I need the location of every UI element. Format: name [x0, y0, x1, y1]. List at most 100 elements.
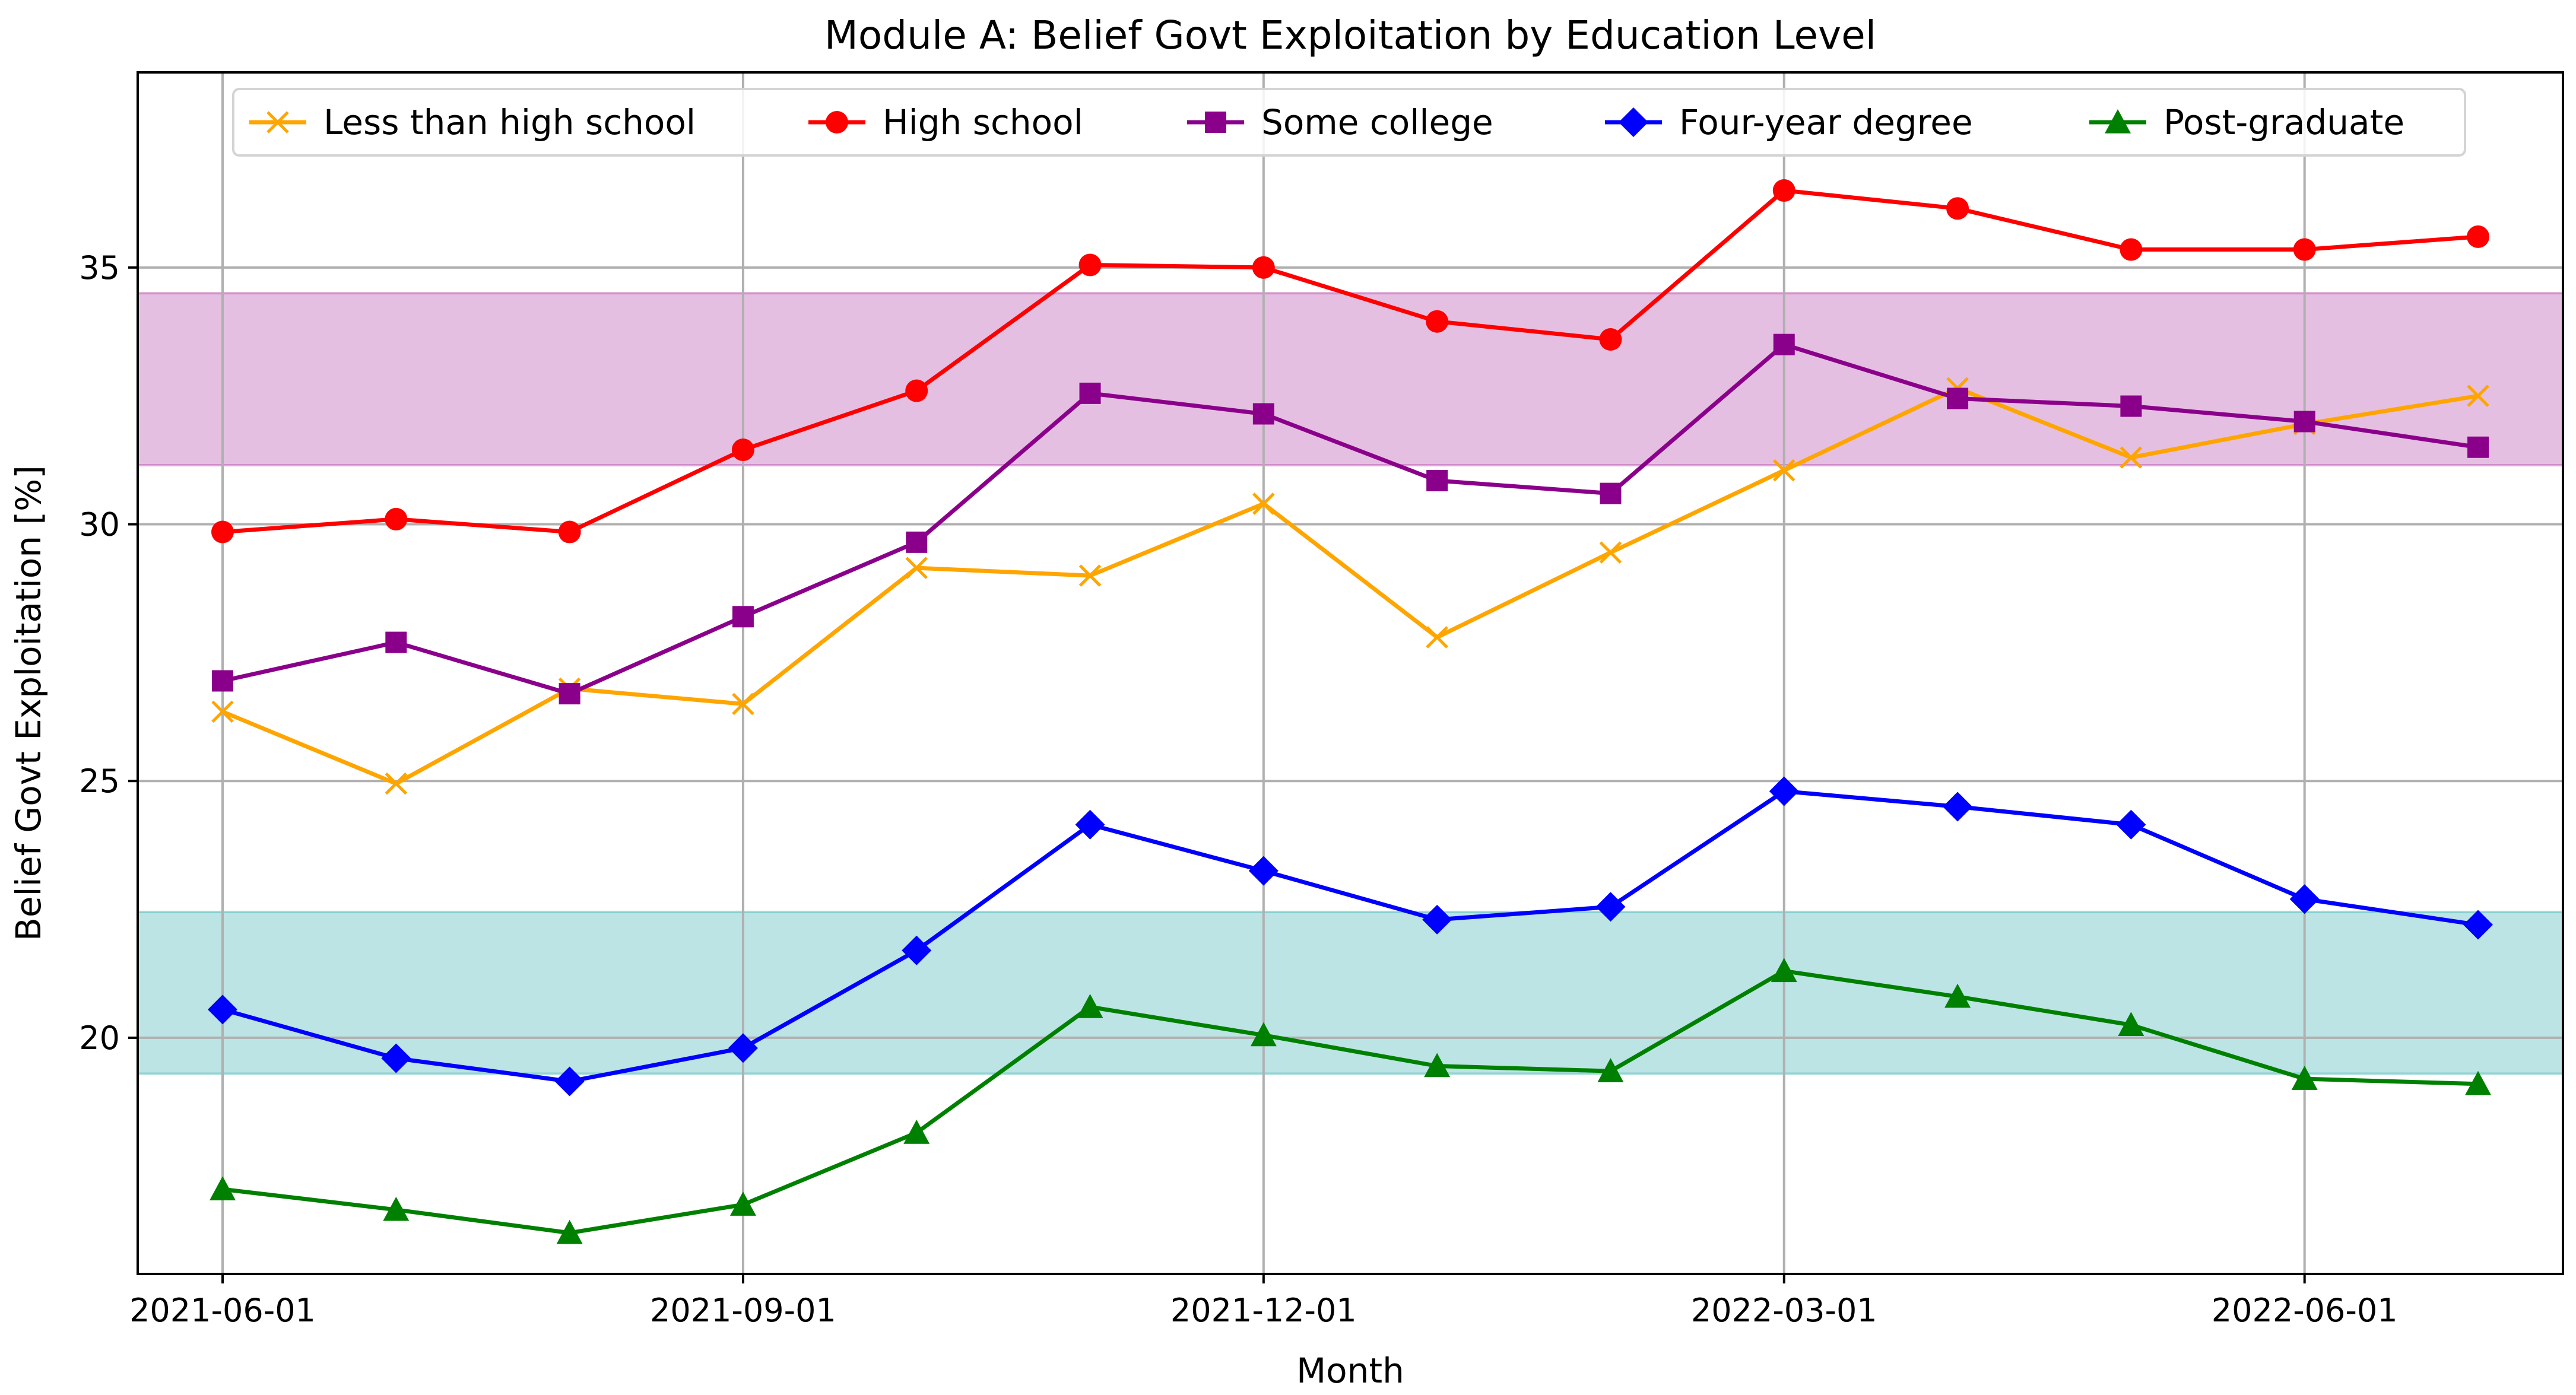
- legend: Less than high school High school Some col…: [232, 88, 2466, 157]
- data-point-four-year-degree: [1422, 904, 1452, 935]
- legend-entry-high-school: High school: [808, 102, 1083, 142]
- y-tick-label: 30: [79, 506, 120, 544]
- legend-box: [232, 88, 2466, 157]
- chart-title: Module A: Belief Govt Exploitation by Ed…: [824, 12, 1876, 58]
- data-point-high-school: [2120, 238, 2143, 261]
- legend-marker: [2105, 109, 2131, 134]
- y-axis-label: Belief Govt Exploitation [%]: [8, 465, 49, 941]
- data-point-four-year-degree: [902, 935, 932, 965]
- data-point-less-than-high-school: [211, 700, 234, 723]
- data-point-post-graduate: [1771, 958, 1797, 983]
- data-point-some-college: [559, 683, 580, 705]
- legend-label: Post-graduate: [2163, 102, 2404, 142]
- data-point-some-college: [2120, 395, 2142, 417]
- data-point-four-year-degree: [1075, 809, 1105, 840]
- data-point-less-than-high-school: [905, 557, 928, 579]
- data-point-some-college: [1426, 469, 1448, 491]
- series-line-some-college: [222, 342, 2479, 696]
- data-point-four-year-degree: [1769, 776, 1799, 806]
- data-point-some-college: [2467, 436, 2489, 458]
- data-point-high-school: [1426, 310, 1449, 333]
- series-post-graduate: [210, 958, 2491, 1244]
- data-point-some-college: [2293, 411, 2315, 433]
- x-axis-label: Month: [1296, 1350, 1404, 1391]
- data-point-post-graduate: [2291, 1066, 2318, 1090]
- data-point-less-than-high-school: [1773, 459, 1795, 482]
- data-point-post-graduate: [729, 1191, 756, 1216]
- x-tick-label: 2021-09-01: [650, 1292, 836, 1329]
- legend-label: Less than high school: [323, 102, 696, 142]
- data-point-high-school: [905, 379, 928, 402]
- x-tick-label: 2021-12-01: [1170, 1292, 1357, 1329]
- data-point-post-graduate: [556, 1219, 583, 1244]
- x-tick-label: 2022-06-01: [2212, 1292, 2398, 1329]
- data-point-less-than-high-school: [1252, 492, 1275, 515]
- data-point-less-than-high-school: [1599, 541, 1622, 564]
- data-point-high-school: [1252, 256, 1275, 279]
- upper-band: [138, 293, 2563, 466]
- data-point-less-than-high-school: [1078, 564, 1102, 587]
- legend-marker: [1619, 107, 1648, 137]
- data-point-post-graduate: [210, 1176, 236, 1200]
- data-point-high-school: [385, 507, 408, 530]
- data-point-some-college: [1947, 387, 1969, 409]
- data-point-some-college: [1079, 382, 1101, 404]
- data-point-some-college: [385, 631, 407, 653]
- data-point-some-college: [906, 531, 928, 553]
- plot-frame: [137, 71, 2564, 1275]
- series-line-less-than-high-school: [221, 386, 2479, 786]
- lower-band: [138, 911, 2563, 1074]
- y-tick-label: 25: [79, 762, 120, 800]
- data-point-some-college: [1773, 333, 1795, 355]
- legend-marker: [1205, 112, 1226, 133]
- data-point-less-than-high-school: [385, 772, 408, 795]
- series-four-year-degree: [208, 776, 2493, 1097]
- data-point-four-year-degree: [2116, 809, 2146, 840]
- legend-label: High school: [883, 102, 1083, 142]
- legend-entry-less-than-high-school: Less than high school: [249, 102, 696, 142]
- data-point-four-year-degree: [554, 1066, 585, 1097]
- x-tick-label: 2022-03-01: [1691, 1292, 1877, 1329]
- data-point-four-year-degree: [728, 1033, 758, 1063]
- data-point-four-year-degree: [1595, 892, 1626, 922]
- data-point-four-year-degree: [208, 994, 237, 1025]
- data-point-high-school: [2467, 225, 2489, 248]
- data-point-high-school: [1599, 328, 1622, 351]
- data-point-four-year-degree: [381, 1043, 411, 1073]
- data-point-some-college: [732, 606, 754, 628]
- data-point-high-school: [2293, 238, 2316, 261]
- data-point-four-year-degree: [1943, 792, 1973, 822]
- data-point-four-year-degree: [2463, 910, 2493, 940]
- series-high-school: [211, 179, 2489, 544]
- y-tick-label: 35: [79, 249, 120, 287]
- data-point-high-school: [211, 520, 234, 544]
- series-line-high-school: [222, 188, 2479, 535]
- data-point-post-graduate: [2118, 1012, 2144, 1036]
- data-point-post-graduate: [2465, 1070, 2491, 1095]
- data-point-post-graduate: [1597, 1058, 1624, 1082]
- legend-label: Some college: [1261, 102, 1493, 142]
- data-point-less-than-high-school: [2467, 385, 2489, 407]
- x-tick-label: 2021-06-01: [129, 1292, 316, 1329]
- data-point-post-graduate: [1077, 994, 1103, 1018]
- data-point-post-graduate: [1424, 1053, 1451, 1078]
- data-point-high-school: [558, 520, 581, 544]
- series-line-four-year-degree: [222, 789, 2479, 1083]
- data-point-less-than-high-school: [1426, 626, 1448, 649]
- data-point-some-college: [212, 670, 233, 692]
- data-point-less-than-high-school: [2120, 446, 2143, 469]
- data-point-high-school: [1946, 197, 1969, 220]
- data-point-post-graduate: [903, 1120, 930, 1144]
- data-point-four-year-degree: [1248, 856, 1279, 886]
- data-point-post-graduate: [1250, 1022, 1277, 1047]
- legend-entry-four-year-degree: Four-year degree: [1605, 102, 1973, 142]
- legend-marker: [267, 111, 289, 134]
- legend-marker: [826, 111, 848, 134]
- legend-label: Four-year degree: [1679, 102, 1973, 142]
- legend-entry-post-graduate: Post-graduate: [2089, 102, 2404, 142]
- series-some-college: [212, 333, 2489, 705]
- data-point-some-college: [1600, 482, 1622, 504]
- legend-entry-some-college: Some college: [1187, 102, 1493, 142]
- data-point-post-graduate: [1944, 983, 1971, 1008]
